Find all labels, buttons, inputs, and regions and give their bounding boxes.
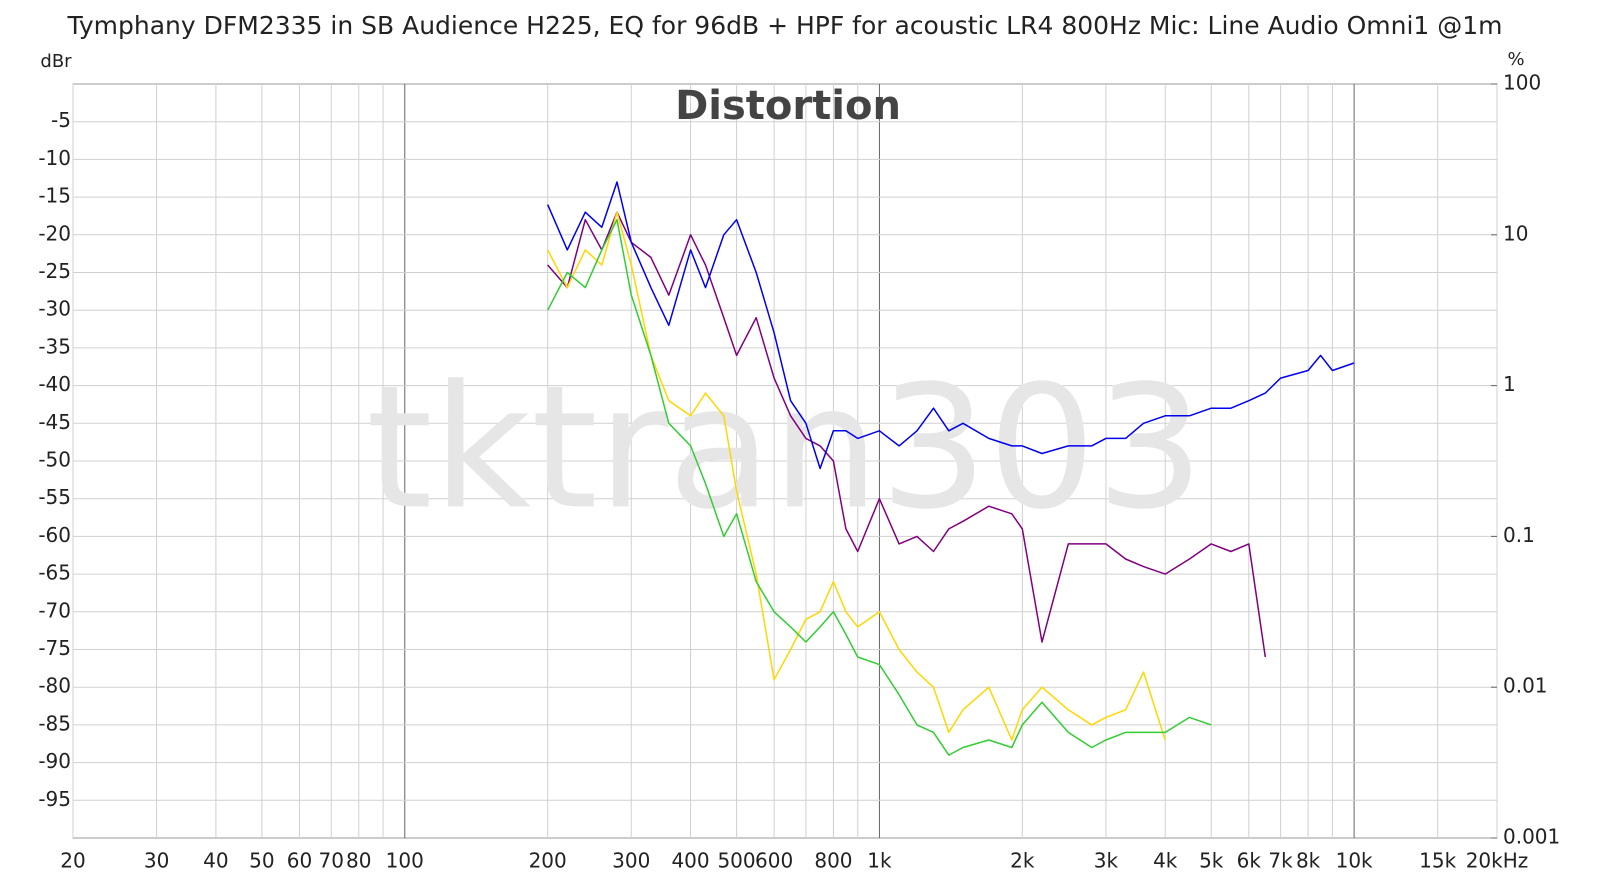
y-tick-label: -15 (38, 184, 71, 208)
x-tick-label: 20kHz (1466, 849, 1529, 873)
y-axis-label: dBr (40, 51, 72, 72)
x-tick-label: 60 (287, 849, 312, 873)
y-tick-label: -5 (51, 108, 71, 132)
x-tick-label: 400 (671, 849, 709, 873)
y-tick-label: -10 (38, 146, 71, 170)
y-tick-label: -35 (38, 334, 71, 358)
x-tick-label: 100 (386, 849, 424, 873)
y-tick-label: -60 (38, 523, 71, 547)
x-tick-label: 10k (1336, 849, 1373, 873)
y-tick-label: -55 (38, 485, 71, 509)
y-tick-label: -85 (38, 711, 71, 735)
y-tick-label: -90 (38, 749, 71, 773)
series-line (547, 211, 1166, 741)
x-tick-label: 6k (1237, 849, 1262, 873)
x-tick-label: 2k (1010, 849, 1035, 873)
x-tick-label: 500 (717, 849, 755, 873)
y-tick-label: -25 (38, 259, 71, 283)
y-tick-label: -95 (38, 787, 71, 811)
x-tick-label: 5k (1199, 849, 1224, 873)
x-tick-label: 300 (612, 849, 650, 873)
y-tick-label: -40 (38, 372, 71, 396)
x-tick-label: 600 (755, 849, 793, 873)
y2-tick-label: 10 (1503, 221, 1528, 245)
y-tick-label: -20 (38, 221, 71, 245)
x-tick-label: 50 (249, 849, 274, 873)
y-tick-label: -30 (38, 297, 71, 321)
watermark: tktran303 (366, 349, 1204, 547)
x-tick-label: 30 (144, 849, 169, 873)
y-tick-label: -65 (38, 561, 71, 585)
x-tick-label: 15k (1419, 849, 1456, 873)
y-tick-label: -45 (38, 410, 71, 434)
y2-tick-label: 0.01 (1503, 674, 1548, 698)
chart-title: Tymphany DFM2335 in SB Audience H225, EQ… (66, 11, 1502, 40)
y-tick-label: -70 (38, 598, 71, 622)
x-tick-label: 1k (867, 849, 892, 873)
y2-tick-label: 0.001 (1503, 825, 1560, 849)
x-tick-label: 800 (814, 849, 852, 873)
annotation: Distortion (675, 83, 901, 129)
y2-tick-label: 100 (1503, 71, 1541, 95)
x-tick-label: 7k (1268, 849, 1293, 873)
y2-tick-label: 1 (1503, 372, 1516, 396)
series-line (547, 211, 1267, 658)
y-tick-label: -80 (38, 674, 71, 698)
x-tick-label: 20 (60, 849, 85, 873)
x-tick-label: 4k (1153, 849, 1178, 873)
y-tick-label: -50 (38, 448, 71, 472)
x-tick-label: 8k (1296, 849, 1321, 873)
y-tick-label: -75 (38, 636, 71, 660)
x-tick-label: 200 (529, 849, 567, 873)
series-line (547, 181, 1355, 470)
x-tick-label: 70 (319, 849, 344, 873)
y2-axis-label: % (1507, 49, 1524, 70)
x-tick-label: 40 (203, 849, 228, 873)
y2-tick-label: 0.1 (1503, 523, 1535, 547)
x-tick-label: 80 (346, 849, 371, 873)
series-line (547, 218, 1212, 756)
x-tick-label: 3k (1094, 849, 1119, 873)
